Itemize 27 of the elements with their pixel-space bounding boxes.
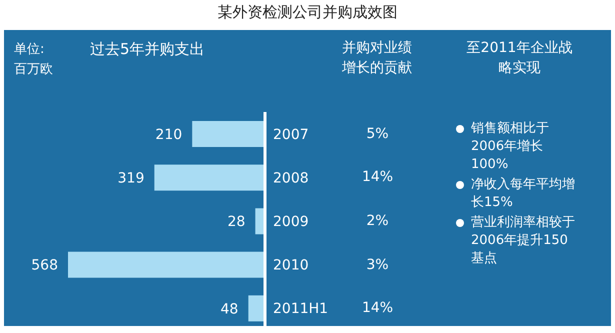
- text: 至2011年企业战略实现: [466, 39, 574, 78]
- text: 销售额相比于2006年增长100%: [471, 120, 550, 174]
- text: 净收入每年平均增长15%: [471, 176, 576, 212]
- data-label: 568: [31, 258, 58, 274]
- y-tick-label: 2008: [273, 170, 309, 186]
- text: 并购对业绩增长的贡献: [341, 39, 413, 78]
- text: 过去5年并购支出: [90, 40, 205, 59]
- y-tick-label: 2007: [273, 126, 309, 143]
- x-axis-title: 单位: 百万欧: [14, 41, 53, 79]
- y-tick-label: 2010: [273, 258, 309, 274]
- y-tick-label: 2011H1: [273, 301, 328, 318]
- text: 营业利润率相较于2006年提升150基点: [471, 214, 576, 268]
- text: 5%: [365, 124, 390, 143]
- data-label: 28: [227, 214, 246, 230]
- text: 某外资检测公司并购成效图: [216, 3, 398, 22]
- data-label: 48: [220, 301, 238, 318]
- bar: [248, 295, 265, 322]
- bar: [192, 121, 265, 147]
- data-label: 210: [155, 126, 182, 143]
- bar: [68, 252, 265, 278]
- bar: [154, 164, 265, 191]
- data-label: 319: [118, 170, 144, 186]
- text: 2%: [365, 212, 390, 230]
- text: 14%: [360, 299, 394, 318]
- text: 14%: [360, 168, 394, 186]
- y-tick-label: 2009: [273, 214, 309, 230]
- text: 3%: [365, 256, 390, 274]
